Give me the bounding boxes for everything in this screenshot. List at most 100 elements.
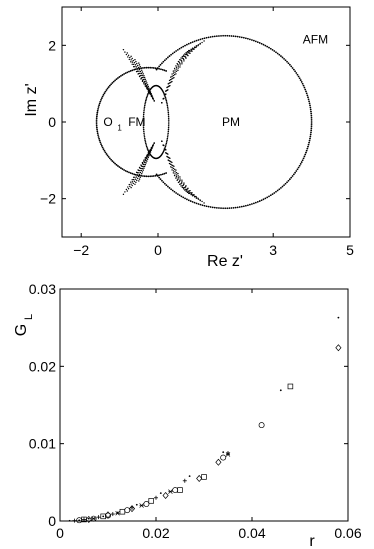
plot1-curve-point [121, 74, 124, 76]
plot1-curve-point [98, 102, 101, 105]
plot1-branch-point [181, 181, 183, 183]
plot1-curve-point [117, 165, 119, 167]
plot1-branch-point [131, 179, 133, 181]
plot1-branch-point [171, 169, 173, 171]
plot1-branch-point [134, 183, 136, 185]
plot1-branch-point [190, 193, 193, 195]
plot1-branch-point [189, 189, 191, 192]
plot1-curve-point [104, 151, 107, 154]
plot1-fm-loop-point [143, 134, 146, 136]
plot1-curve-point [187, 199, 190, 202]
plot1-curve-point [123, 169, 125, 171]
plot1-curve-point [302, 157, 305, 160]
plot1-curve-point [292, 68, 295, 71]
plot1-branch-point [143, 74, 145, 77]
plot2-point-plus [72, 518, 77, 523]
plot1-curve-point [283, 57, 285, 60]
plot1-curve-point [308, 100, 310, 103]
plot1-branch-point [137, 169, 139, 171]
plot1-branch-point [189, 52, 191, 55]
plot1-branch-point [129, 185, 131, 188]
plot1-branch-point [142, 169, 144, 171]
plot1-branch-point [174, 173, 176, 175]
plot1-curve-point [254, 201, 257, 204]
plot1-branch-point [128, 183, 130, 186]
plot1-region-label: AFM [303, 33, 328, 47]
plot1-branch-point [175, 68, 178, 70]
plot1-curve-point [298, 77, 301, 80]
plot1-curve-point [97, 136, 100, 138]
plot1-branch-point [147, 90, 150, 92]
plot1-branch-point [149, 149, 151, 152]
plot1-branch-point [191, 50, 193, 52]
plot1-branch-point [144, 84, 146, 86]
plot1-branch-point [145, 156, 148, 158]
plot1-curve-point [199, 38, 202, 41]
plot1-branch-point [187, 191, 189, 193]
plot1-curve-point [99, 100, 102, 103]
plot1-curve-point [165, 172, 168, 174]
plot1-curve-point [215, 35, 218, 38]
plot1-fm-loop-point [165, 101, 168, 103]
plot1-curve-point [281, 56, 284, 59]
plot1-curve-point [278, 188, 281, 191]
plot1-curve-point [226, 207, 229, 210]
plot1-branch-point [137, 66, 140, 69]
plot1-branch-point [134, 176, 136, 179]
plot1-branch-point [127, 186, 129, 188]
plot1-curve-point [256, 200, 259, 203]
plot1-branch-point [181, 61, 183, 63]
plot1-curve-point [299, 163, 302, 165]
plot1-fm-loop-point [146, 148, 149, 150]
plot1-curve-point [273, 192, 276, 194]
plot1-curve-point [100, 143, 102, 146]
plot1-curve-point [168, 187, 171, 189]
plot1-curve-point [291, 175, 294, 177]
plot1-region-label: FM [128, 115, 145, 129]
plot1-branch-point [175, 174, 178, 176]
plot1-branch-point [194, 47, 196, 49]
plot2-point-square [148, 498, 154, 504]
plot1-branch-point [172, 74, 175, 77]
plot1-branch-point [138, 173, 141, 176]
plot1-branch-point [165, 149, 167, 151]
plot1-branch-point [171, 80, 173, 83]
plot1-curve-point [309, 104, 311, 107]
plot1-curve-point [95, 117, 98, 120]
plot1-branch-point [192, 48, 194, 51]
plot1-fm-loop-point [142, 119, 145, 121]
plot1-branch-point [191, 192, 193, 194]
plot1-curve-point [297, 75, 300, 78]
plot1-branch-point [169, 163, 172, 165]
plot2-point-plus [154, 495, 158, 500]
plot1-curve-point [120, 75, 122, 77]
plot1-curve-point [189, 200, 192, 202]
plot1-branch-point [182, 188, 185, 190]
plot1-branch-point [150, 95, 152, 97]
plot1-branch-point [140, 164, 142, 166]
plot1-branch-point [181, 186, 184, 189]
plot1-branch-point [161, 140, 163, 142]
plot1-curve-point [292, 173, 295, 176]
plot1-curve-point [211, 35, 214, 38]
plot1-curve-point [203, 37, 206, 40]
plot1-branch-point [127, 188, 130, 190]
plot1-curve-point [131, 69, 134, 72]
plot1-curve-point [222, 207, 225, 210]
plot1-curve-point [96, 130, 99, 133]
plot1-branch-point [128, 58, 130, 61]
plot1-curve-point [106, 154, 109, 157]
plot1-branch-point [173, 165, 175, 168]
plot1-branch-point [173, 174, 176, 177]
plot1-curve-point [156, 67, 159, 70]
plot1-branch-point [146, 88, 148, 90]
plot1-branch-point [170, 166, 172, 168]
plot1-curve-point [182, 45, 185, 48]
plot1-curve-point [107, 86, 110, 88]
plot1-curve-point [306, 147, 309, 150]
plot1-branch-point [130, 186, 132, 189]
plot2-ytick-label: 0.01 [29, 436, 56, 452]
plot1-curve-point [151, 175, 153, 178]
plot1-curve-point [290, 176, 293, 179]
plot2-point-dot [279, 389, 282, 392]
